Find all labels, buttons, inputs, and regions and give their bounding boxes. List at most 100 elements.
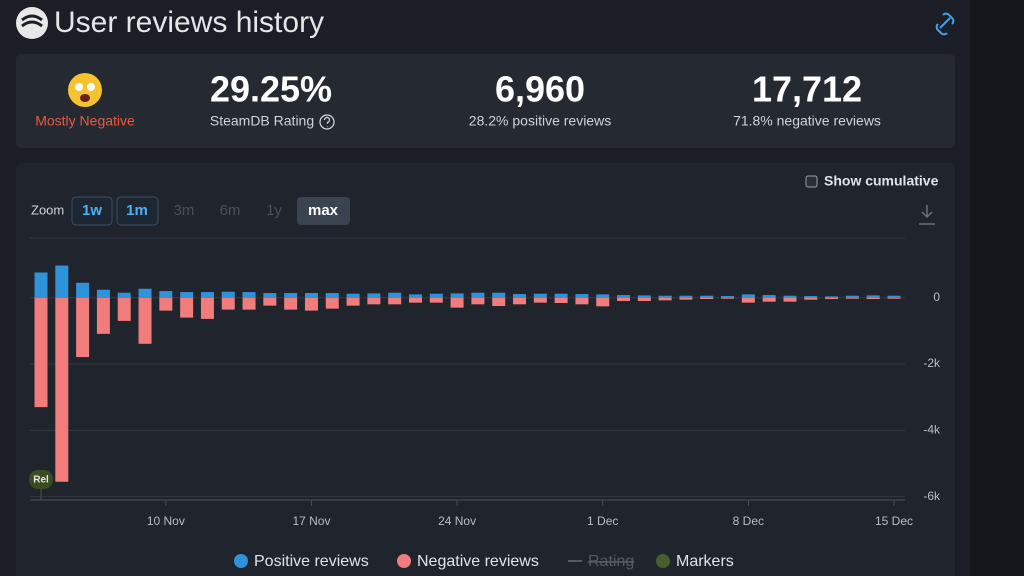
bar [492,292,506,298]
bar [825,297,839,300]
legend-symbol [234,554,248,568]
bar [429,293,443,298]
bar [55,265,69,298]
download-icon[interactable] [919,205,935,225]
y-tick-label: -4k [923,423,941,437]
bar [575,297,589,305]
cumulative-checkbox[interactable] [805,175,818,188]
bar [367,293,381,298]
zoom-option[interactable]: 1m [126,202,148,219]
bar [304,297,318,311]
chart-panel [16,163,955,576]
bar [200,292,214,298]
bar [679,297,693,300]
info-icon[interactable] [319,114,335,130]
zoom-option[interactable]: 1w [82,202,102,219]
bar [180,297,194,318]
legend-label[interactable]: Rating [588,553,634,570]
bar [575,294,589,298]
bar [658,297,672,301]
bar [408,294,422,298]
x-tick-label: 15 Dec [875,514,913,528]
bar [76,282,90,298]
legend-symbol [656,554,670,568]
bar [596,297,610,307]
zoom-button[interactable] [71,196,113,226]
stat-value: 17,712 [752,69,862,110]
bar [117,297,131,321]
bar [284,293,298,298]
x-tick-label: 1 Dec [587,514,618,528]
bar [263,293,277,298]
bar [721,297,735,299]
stat-label: SteamDB Rating [210,113,314,129]
bar [96,297,110,334]
bar [741,294,755,298]
legend-label[interactable]: Markers [676,553,734,570]
summary-panel [16,54,955,148]
bar [304,293,318,298]
bar [34,297,48,408]
link-icon[interactable] [935,12,955,36]
face-eye [87,83,95,91]
bar [762,297,776,302]
stat-value: 29.25% [210,69,332,110]
legend-label[interactable]: Positive reviews [254,553,369,570]
zoom-option[interactable]: 1y [266,202,282,219]
bar [887,297,901,299]
bar [388,297,402,305]
bar [471,292,485,298]
bar [200,297,214,319]
bar [55,297,69,482]
bar [721,296,735,298]
legend-label[interactable]: Negative reviews [417,553,539,570]
stat-value: 6,960 [495,69,585,110]
legend-symbol [397,554,411,568]
zoom-button[interactable] [297,197,350,225]
bar [346,297,360,306]
bar [700,297,714,300]
bar [554,293,568,298]
bar [284,297,298,310]
bar [533,293,547,298]
bar [221,291,235,298]
bar [658,295,672,298]
bar [637,297,651,302]
bar [221,297,235,310]
bar [492,297,506,306]
bar [388,292,402,298]
side-strip [970,0,1024,576]
face-mouth [80,94,90,102]
stat-label: 71.8% negative reviews [733,113,881,129]
logo-mark [21,14,43,28]
marker-label: Rel [33,475,49,486]
bar [96,289,110,298]
y-tick-label: -6k [923,489,941,503]
bar [367,297,381,305]
zoom-button[interactable] [116,196,159,226]
bar [825,296,839,298]
zoom-option[interactable]: 6m [220,202,241,219]
bar [138,288,152,298]
bar [117,292,131,298]
bar [783,295,797,298]
zoom-label: Zoom [31,202,64,217]
bar [138,297,152,344]
bar [617,295,631,298]
cumulative-label[interactable]: Show cumulative [824,173,939,189]
bar [783,297,797,302]
bar [804,297,818,300]
bar [741,297,755,303]
bar [513,294,527,298]
bar [804,296,818,298]
y-tick-label: -2k [923,356,941,370]
bar [866,297,880,300]
bar [887,295,901,298]
zoom-option[interactable]: max [308,202,339,219]
bar [34,272,48,298]
zoom-option[interactable]: 3m [174,202,195,219]
page-title: User reviews history [54,6,324,39]
bar [325,293,339,298]
bar [679,295,693,298]
